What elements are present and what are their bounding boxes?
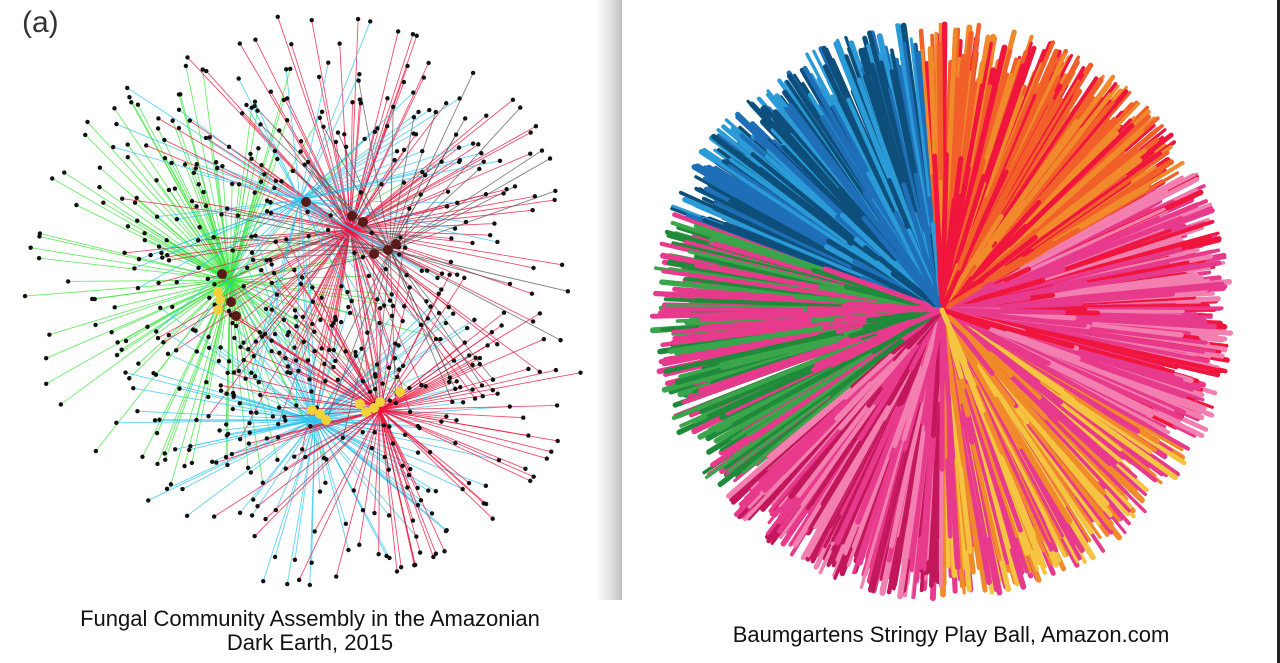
stringy-ball-image	[649, 21, 1234, 602]
left-caption-line2: Dark Earth, 2015	[226, 630, 394, 655]
right-edge-border	[1277, 0, 1280, 663]
panel-letter: (a)	[22, 6, 59, 39]
panel-divider	[596, 0, 622, 600]
fungal-network-graph	[22, 14, 583, 588]
left-caption: Fungal Community Assembly in the Amazoni…	[0, 607, 620, 655]
network-figure-panel: (a)	[0, 0, 620, 663]
right-caption: Baumgartens Stringy Play Ball, Amazon.co…	[732, 622, 1170, 647]
left-caption-line1: Fungal Community Assembly in the Amazoni…	[80, 606, 540, 631]
stringy-ball-photo-panel	[622, 0, 1280, 663]
